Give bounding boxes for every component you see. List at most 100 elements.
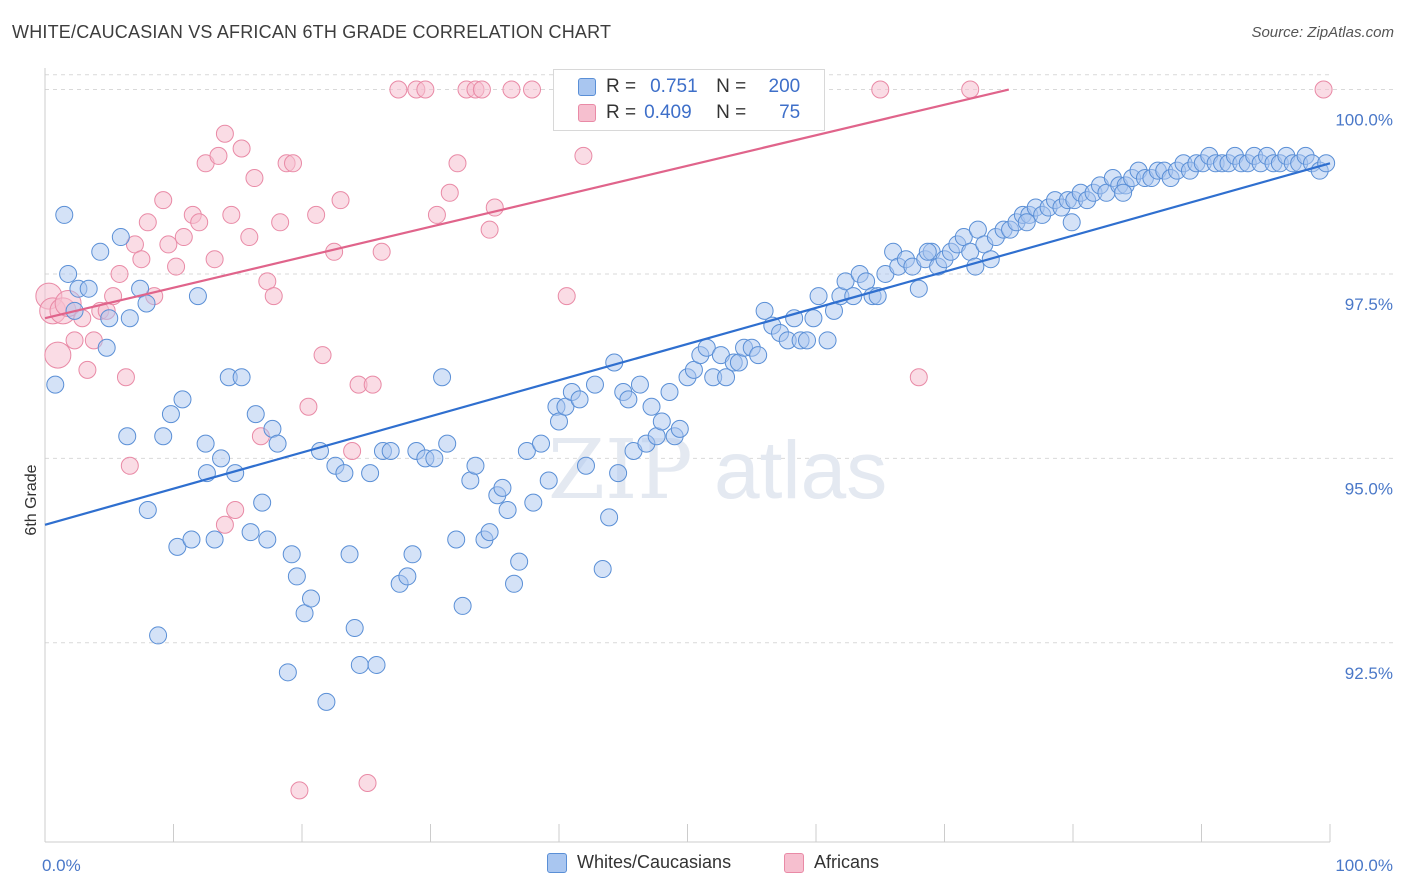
trend-lines [44,88,1331,526]
africans-point [209,146,228,165]
whites-point [453,596,472,615]
whites-point [818,331,837,350]
whites-point [670,419,689,438]
africans-point [557,287,576,306]
africans-point [299,397,318,416]
whites-point [138,501,157,520]
africans-point [389,80,408,99]
whites-point [642,397,661,416]
africans-point [44,341,72,369]
whites-point [241,523,260,542]
whites-point [532,434,551,453]
whites-point [278,663,297,682]
y-axis-title: 6th Grade [23,464,40,535]
whites-point [59,264,78,283]
africans-point [264,287,283,306]
bottom-legend-label-whites: Whites/Caucasians [577,852,732,872]
whites-point [1114,183,1133,202]
africans-point [416,80,435,99]
whites-point [630,375,649,394]
whites-point [493,478,512,497]
bottom-legend-label-africans: Africans [814,852,880,872]
x-tick-label-0: 0.0% [42,856,81,875]
whites-point [1017,213,1036,232]
whites-point [367,655,386,674]
africans-point [1314,80,1333,99]
whites-point [91,242,110,261]
whites-point [652,412,671,431]
whites-point [798,331,817,350]
africans-point [159,235,178,254]
whites-point [403,545,422,564]
whites-point [161,405,180,424]
axes [44,68,1331,843]
whites-point [212,449,231,468]
whites-point [287,567,306,586]
africans-point [343,442,362,460]
whites-point [480,523,499,542]
whites-point [909,279,928,298]
whites-point [232,368,251,387]
africans-point [307,205,326,224]
whites-point [246,405,265,424]
bottom-legend-swatch-blue [547,852,567,873]
y-tick-label-1: 95.0% [1345,479,1393,498]
trend-line-whites [44,162,1331,526]
africans-point [120,456,139,475]
whites-point [258,530,277,549]
whites-point [918,242,937,261]
whites-point [425,449,444,468]
whites-point [301,589,320,608]
africans-point [440,183,459,202]
legend-r-value-blue: 0.751 [650,76,698,97]
whites-point [188,287,207,306]
whites-point [593,560,612,579]
africans-point [232,139,251,158]
y-tick-label-0: 92.5% [1345,664,1393,683]
africans-point [110,264,129,283]
whites-points [46,146,1336,711]
legend-n-value-blue: 200 [768,76,801,97]
whites-point [755,301,774,320]
whites-point [433,368,452,387]
whites-point [576,456,595,475]
legend-r-label: R = [606,102,637,123]
africans-point [523,80,542,99]
legend-swatch-blue [578,78,596,96]
africans-point [215,515,234,534]
legend-n-value-pink: 75 [779,102,801,123]
africans-point [331,191,350,210]
whites-point [361,464,380,483]
whites-point [154,427,173,446]
whites-point [619,390,638,409]
legend-r-value-pink: 0.409 [644,102,692,123]
whites-point [1062,213,1081,232]
whites-point [524,493,543,512]
africans-point [574,146,593,165]
africans-point [138,213,157,232]
whites-point [609,464,628,483]
whites-point [111,228,130,247]
whites-point [600,508,619,527]
whites-point [498,501,517,520]
whites-point [836,272,855,291]
africans-point [372,242,391,261]
africans-point [961,80,980,99]
africans-point [502,80,521,99]
africans-point [174,228,193,247]
africans-point [472,80,491,99]
legend-swatch-pink [578,104,596,122]
source-label: Source: ZipAtlas.com [1251,24,1394,41]
africans-point [290,781,309,800]
africans-point [245,169,264,188]
africans-point [909,368,928,387]
whites-point [253,493,272,512]
whites-point [505,574,524,593]
watermark-atlas: atlas [714,425,887,516]
stats-legend: R = 0.751 N = 200 R = 0.409 N = 75 [553,69,825,131]
africans-point [313,346,332,365]
bottom-legend-africans: Africans [784,852,879,873]
whites-point [268,434,287,453]
whites-point [118,427,137,446]
africans-point [205,250,224,269]
